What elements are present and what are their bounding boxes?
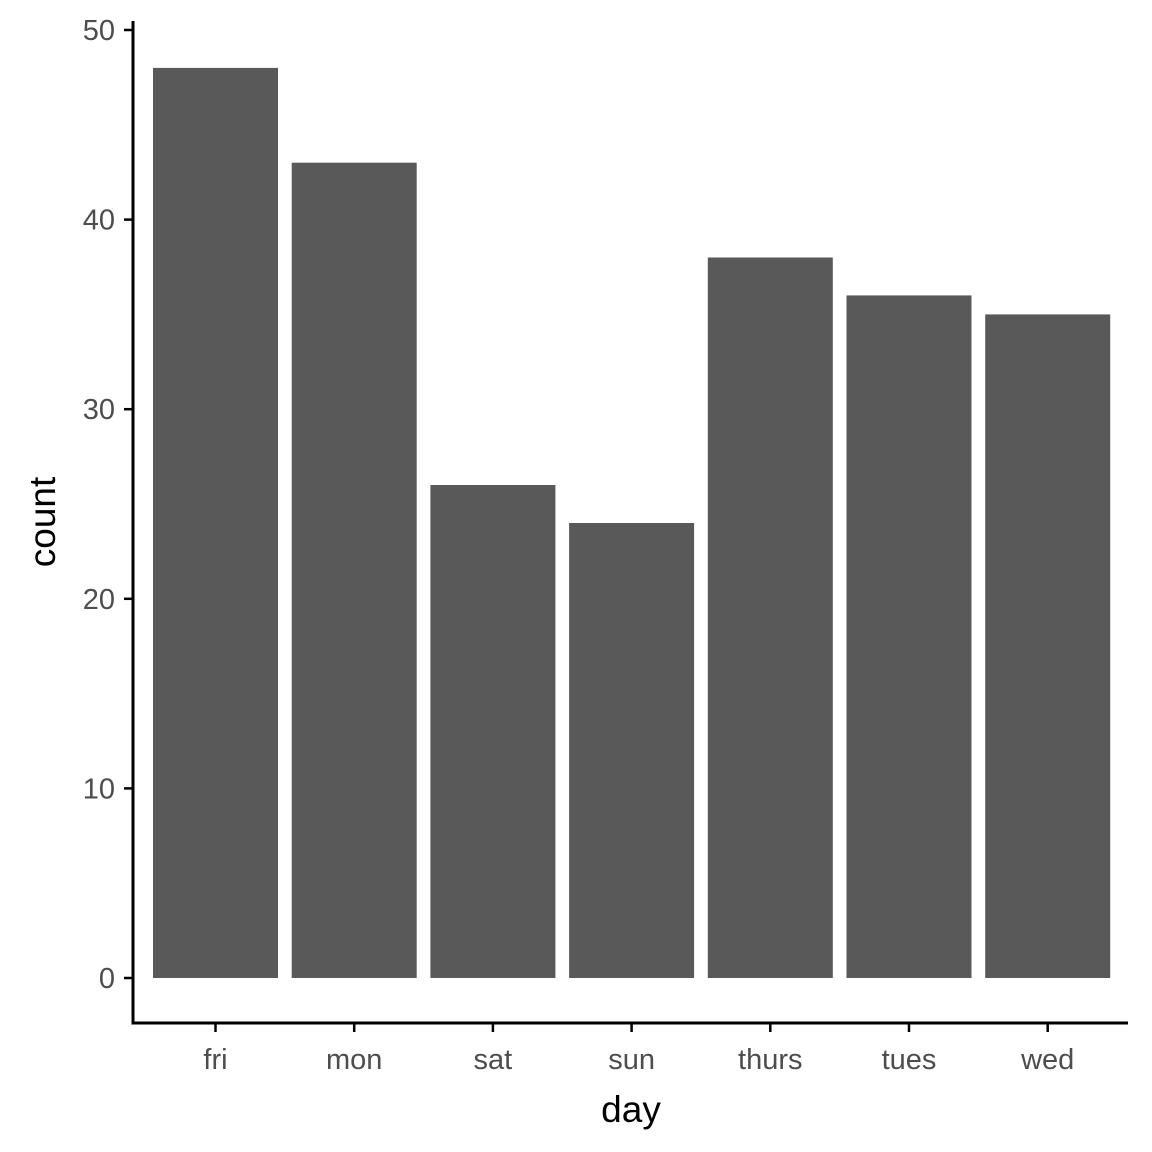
y-tick-label-20: 20 — [83, 584, 115, 616]
bar-tues — [846, 295, 972, 978]
y-axis-title: count — [22, 476, 63, 567]
y-tick-label-40: 40 — [83, 205, 115, 237]
y-tick-label-0: 0 — [99, 963, 115, 995]
x-tick-label-sun: sun — [608, 1044, 655, 1076]
x-tick-label-mon: mon — [326, 1044, 382, 1076]
bar-thurs — [707, 257, 833, 978]
x-axis: fri mon sat sun thurs tues wed — [133, 1021, 1128, 1076]
bar-sat — [430, 485, 556, 978]
x-axis-title: day — [601, 1089, 661, 1130]
bar-sun — [569, 523, 695, 978]
x-tick-label-wed: wed — [1020, 1044, 1074, 1076]
bar-fri — [153, 67, 278, 978]
bar-mon — [291, 162, 417, 978]
y-tick-label-50: 50 — [83, 15, 115, 47]
x-tick-label-fri: fri — [203, 1044, 227, 1076]
y-axis: 0 10 20 30 40 50 — [83, 15, 135, 1025]
bars-group — [153, 67, 1111, 978]
x-tick-label-sat: sat — [474, 1044, 513, 1076]
x-tick-label-tues: tues — [882, 1044, 937, 1076]
y-tick-label-30: 30 — [83, 394, 115, 426]
y-tick-label-10: 10 — [83, 773, 115, 805]
bar-wed — [985, 314, 1111, 978]
x-tick-label-thurs: thurs — [738, 1044, 802, 1076]
